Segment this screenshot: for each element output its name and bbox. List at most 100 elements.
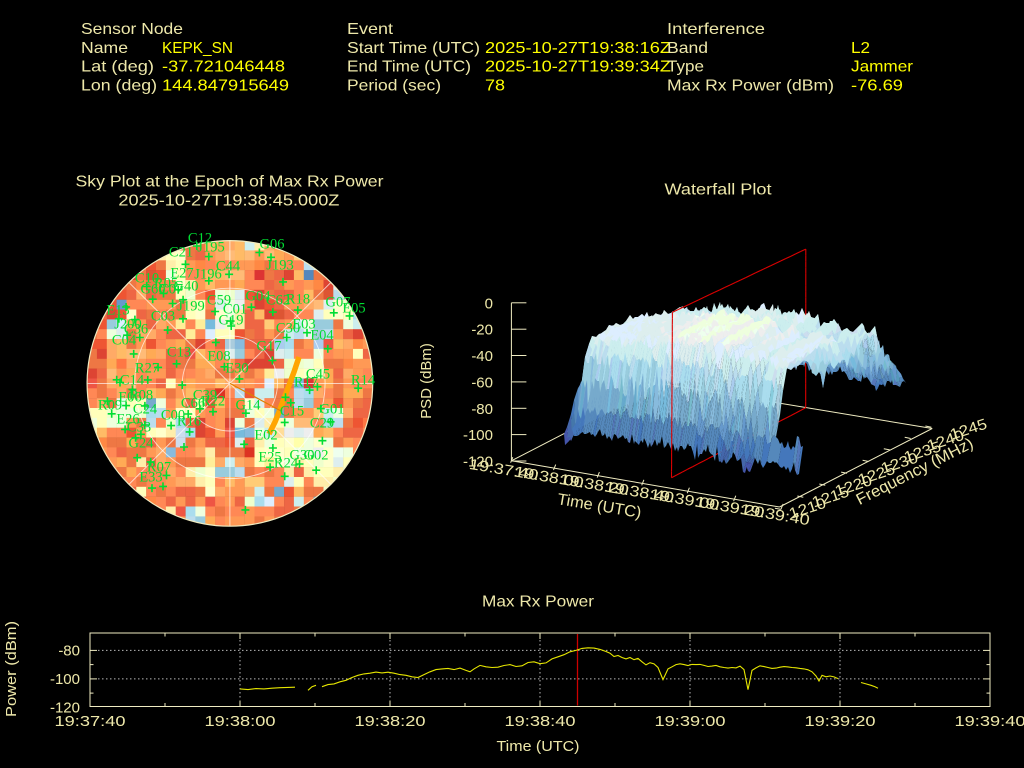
svg-text:C39: C39 — [193, 388, 217, 404]
svg-text:Type: Type — [667, 59, 704, 76]
svg-text:E03: E03 — [292, 317, 315, 333]
svg-text:E33: E33 — [139, 470, 162, 486]
svg-text:C44: C44 — [216, 259, 241, 275]
svg-text:G06: G06 — [260, 237, 285, 253]
svg-text:J199: J199 — [177, 299, 204, 315]
svg-text:Start Time (UTC): Start Time (UTC) — [347, 40, 480, 57]
svg-text:E04: E04 — [310, 328, 334, 344]
svg-text:2025-10-27T19:39:34Z: 2025-10-27T19:39:34Z — [485, 59, 671, 76]
svg-text:R08: R08 — [129, 388, 153, 404]
svg-text:-80: -80 — [58, 642, 80, 659]
svg-text:Max Rx Power: Max Rx Power — [482, 594, 595, 611]
svg-text:R24: R24 — [274, 456, 299, 472]
svg-text:E26: E26 — [116, 412, 139, 428]
svg-text:J193: J193 — [266, 258, 293, 274]
svg-text:R18: R18 — [286, 292, 310, 308]
svg-text:C10: C10 — [135, 271, 159, 287]
svg-text:C21: C21 — [169, 245, 193, 261]
svg-text:19:38:40: 19:38:40 — [505, 713, 576, 730]
svg-text:C59: C59 — [207, 293, 231, 309]
svg-text:C24: C24 — [133, 402, 158, 418]
svg-text:G19: G19 — [219, 313, 244, 329]
svg-text:Power (dBm): Power (dBm) — [3, 621, 20, 717]
svg-text:C62: C62 — [266, 293, 290, 309]
svg-text:-100: -100 — [50, 671, 80, 688]
svg-text:C04: C04 — [112, 333, 137, 349]
svg-text:C00: C00 — [161, 408, 185, 424]
svg-text:E05: E05 — [342, 301, 365, 317]
svg-text:C14: C14 — [120, 373, 145, 389]
svg-text:E30: E30 — [225, 361, 248, 377]
svg-text:R27: R27 — [135, 361, 159, 377]
svg-text:Max Rx Power (dBm): Max Rx Power (dBm) — [667, 77, 834, 94]
svg-text:-100: -100 — [463, 427, 493, 444]
svg-text:R09: R09 — [98, 398, 122, 414]
svg-text:-20: -20 — [471, 322, 493, 339]
svg-text:E06: E06 — [118, 390, 141, 406]
svg-text:C03: C03 — [151, 309, 175, 325]
svg-text:-40: -40 — [471, 348, 493, 365]
svg-text:R05: R05 — [154, 276, 178, 292]
svg-text:Jammer: Jammer — [851, 59, 914, 76]
svg-text:G02: G02 — [304, 448, 329, 464]
svg-text:Name: Name — [81, 40, 128, 57]
svg-text:C01: C01 — [223, 302, 247, 318]
svg-text:19:38:20: 19:38:20 — [355, 713, 426, 730]
svg-text:E13: E13 — [106, 303, 129, 319]
svg-text:-37.721046448: -37.721046448 — [162, 59, 285, 76]
svg-text:19:37:40: 19:37:40 — [55, 713, 126, 730]
svg-text:Sky Plot at the Epoch of Max R: Sky Plot at the Epoch of Max Rx Power — [76, 174, 385, 191]
svg-text:-76.69: -76.69 — [851, 77, 903, 94]
svg-text:Interference: Interference — [667, 21, 765, 38]
svg-text:C29: C29 — [310, 416, 334, 432]
svg-text:C13: C13 — [167, 345, 191, 361]
svg-text:Lon (deg): Lon (deg) — [81, 77, 157, 94]
svg-text:R17: R17 — [294, 375, 318, 391]
svg-text:144.847915649: 144.847915649 — [162, 77, 289, 94]
svg-text:G14: G14 — [236, 398, 262, 414]
svg-text:Period (sec): Period (sec) — [347, 77, 441, 94]
svg-text:Time (UTC): Time (UTC) — [497, 738, 580, 755]
svg-text:E02: E02 — [254, 428, 277, 444]
svg-text:-80: -80 — [471, 401, 493, 418]
svg-text:KEPK_SN: KEPK_SN — [162, 40, 233, 57]
svg-text:L2: L2 — [851, 40, 870, 57]
svg-text:Lat (deg): Lat (deg) — [81, 59, 154, 76]
svg-text:E25: E25 — [258, 450, 281, 466]
svg-text:C33: C33 — [127, 420, 151, 436]
svg-text:C15: C15 — [280, 404, 304, 420]
svg-text:R07: R07 — [147, 460, 171, 476]
svg-text:R22: R22 — [201, 394, 225, 410]
svg-text:PSD (dBm): PSD (dBm) — [418, 343, 435, 419]
svg-text:78: 78 — [485, 77, 505, 94]
svg-text:C07: C07 — [159, 282, 183, 298]
svg-text:C36: C36 — [124, 322, 148, 338]
svg-text:G04: G04 — [246, 289, 272, 305]
svg-text:C45: C45 — [306, 367, 330, 383]
svg-text:Waterfall Plot: Waterfall Plot — [665, 182, 773, 199]
svg-text:G17: G17 — [257, 339, 282, 355]
svg-text:19:39:40: 19:39:40 — [955, 713, 1024, 730]
svg-text:G01: G01 — [320, 402, 345, 418]
svg-text:19:39:20: 19:39:20 — [805, 713, 876, 730]
svg-text:End Time (UTC): End Time (UTC) — [347, 59, 471, 76]
svg-text:19:39:00: 19:39:00 — [655, 713, 726, 730]
svg-text:G24: G24 — [129, 436, 155, 452]
svg-text:-120: -120 — [463, 454, 493, 471]
svg-text:19:38:00: 19:38:00 — [205, 713, 276, 730]
svg-text:Sensor Node: Sensor Node — [81, 21, 183, 38]
svg-text:G60: G60 — [141, 282, 166, 298]
svg-text:J195: J195 — [197, 240, 224, 256]
svg-text:E08: E08 — [207, 349, 230, 365]
svg-text:G30: G30 — [290, 448, 315, 464]
svg-text:C12: C12 — [188, 231, 212, 247]
svg-text:R16: R16 — [177, 414, 201, 430]
svg-text:G40: G40 — [174, 279, 199, 295]
svg-text:-120: -120 — [50, 699, 80, 716]
svg-text:2025-10-27T19:38:16Z: 2025-10-27T19:38:16Z — [485, 40, 671, 57]
svg-text:C66: C66 — [181, 396, 205, 412]
svg-text:G07: G07 — [326, 295, 351, 311]
svg-text:Event: Event — [347, 21, 394, 38]
svg-text:J196: J196 — [194, 267, 221, 283]
svg-text:2025-10-27T19:38:45.000Z: 2025-10-27T19:38:45.000Z — [118, 193, 339, 210]
